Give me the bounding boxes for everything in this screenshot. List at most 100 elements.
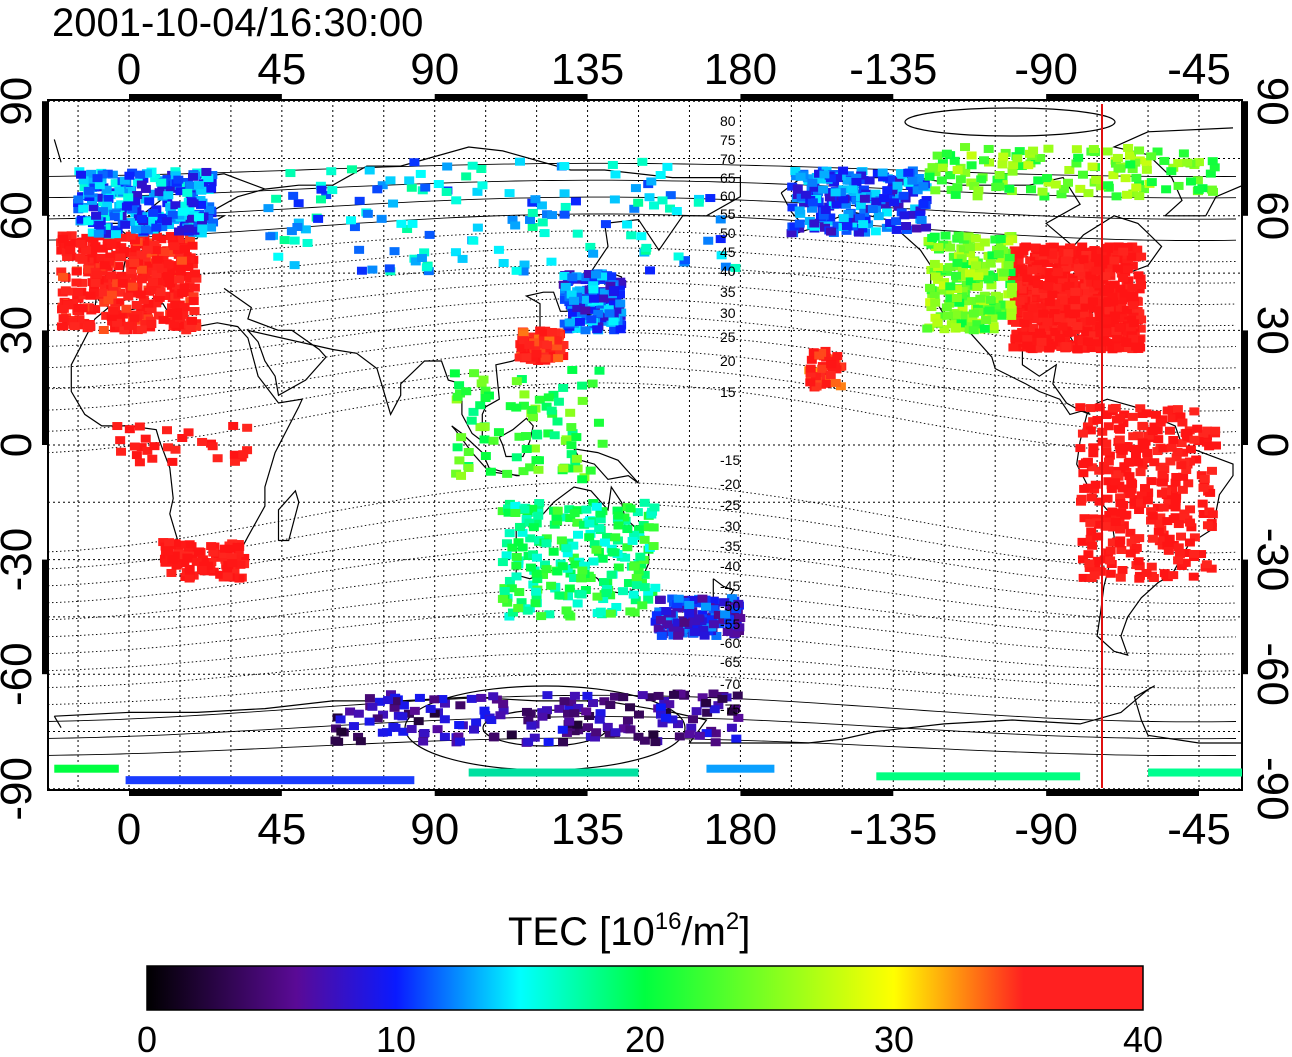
tec-cell bbox=[374, 697, 385, 706]
tec-cell bbox=[560, 436, 571, 445]
mlat-contour bbox=[48, 524, 1237, 588]
tec-cell bbox=[1128, 432, 1139, 441]
tec-cell bbox=[628, 590, 639, 599]
tec-cell bbox=[456, 433, 467, 442]
tec-cell bbox=[1163, 496, 1174, 505]
tec-cell bbox=[531, 587, 542, 596]
tec-cell bbox=[615, 277, 626, 286]
tec-cell bbox=[701, 602, 712, 611]
tec-cell bbox=[518, 267, 529, 276]
tec-cell bbox=[987, 314, 998, 323]
tec-cell bbox=[806, 204, 817, 213]
tec-cell bbox=[978, 156, 989, 165]
tec-cell bbox=[568, 541, 579, 550]
tec-cell bbox=[952, 285, 963, 294]
tec-cell bbox=[808, 348, 819, 357]
tec-cell bbox=[372, 185, 383, 194]
tec-cell bbox=[1134, 562, 1145, 571]
tec-cell bbox=[525, 563, 536, 572]
tec-cell bbox=[425, 704, 436, 713]
tec-cell bbox=[569, 709, 580, 718]
tec-cell bbox=[1128, 189, 1139, 198]
tec-cell bbox=[101, 275, 112, 284]
tec-cell bbox=[954, 298, 965, 307]
tec-cell bbox=[945, 282, 956, 291]
tec-cell bbox=[96, 253, 107, 262]
tec-cell bbox=[1155, 513, 1166, 522]
tec-cell bbox=[239, 553, 250, 562]
tec-cell bbox=[558, 513, 569, 522]
tec-cell bbox=[511, 572, 522, 581]
tec-cell bbox=[140, 240, 151, 249]
tec-cell bbox=[891, 217, 902, 226]
tec-cell bbox=[112, 318, 123, 327]
tec-cell bbox=[646, 177, 657, 186]
tec-cell bbox=[97, 267, 108, 276]
tec-cell bbox=[622, 716, 633, 725]
tec-cell bbox=[973, 272, 984, 281]
tec-cell bbox=[1165, 457, 1176, 466]
tec-cell bbox=[518, 330, 529, 339]
tec-cell bbox=[1091, 175, 1102, 184]
tec-cell bbox=[564, 717, 575, 726]
x-tick-bottom: -90 bbox=[1014, 805, 1078, 854]
mlat-label: 35 bbox=[720, 284, 736, 300]
tec-cell bbox=[628, 562, 639, 571]
tec-cell bbox=[1039, 323, 1050, 332]
tec-region-antarctica-interior bbox=[54, 764, 1242, 785]
tec-cell bbox=[960, 311, 971, 320]
tec-cell bbox=[1070, 296, 1081, 305]
tec-cell bbox=[885, 175, 896, 184]
tec-cell bbox=[1113, 164, 1124, 173]
tec-cell bbox=[558, 341, 569, 350]
tec-cell bbox=[349, 223, 360, 232]
tec-cell bbox=[175, 187, 186, 196]
tec-cell bbox=[634, 525, 645, 534]
tec-cell bbox=[573, 530, 584, 539]
tec-cell bbox=[932, 151, 943, 160]
y-tick-right: 0 bbox=[1248, 433, 1292, 457]
tec-cell bbox=[1107, 507, 1118, 516]
tec-cell bbox=[915, 206, 926, 215]
tec-cell bbox=[668, 623, 679, 632]
tec-cell bbox=[541, 402, 552, 411]
tec-cell bbox=[1114, 539, 1125, 548]
tec-cell bbox=[1130, 444, 1141, 453]
tec-cell bbox=[644, 193, 655, 202]
tec-cell bbox=[661, 708, 672, 717]
tec-cell bbox=[1180, 549, 1191, 558]
tec-cell bbox=[197, 437, 208, 446]
tec-cell bbox=[518, 336, 529, 345]
tec-cell bbox=[734, 623, 745, 632]
tec-cell bbox=[811, 376, 822, 385]
tec-cell bbox=[1085, 271, 1096, 280]
tec-cell bbox=[327, 186, 338, 195]
tec-cell bbox=[439, 732, 450, 741]
tec-cell bbox=[684, 609, 695, 618]
tec-cell bbox=[123, 292, 134, 301]
tec-cell bbox=[629, 530, 640, 539]
tec-cell bbox=[455, 389, 466, 398]
tec-cell bbox=[645, 266, 656, 275]
x-tick-bottom: 90 bbox=[410, 805, 459, 854]
tec-cell bbox=[639, 535, 650, 544]
tec-cell bbox=[184, 214, 195, 223]
tec-cell bbox=[450, 248, 461, 257]
tec-cell bbox=[1057, 278, 1068, 287]
tec-cell bbox=[454, 381, 465, 390]
tec-cell bbox=[720, 262, 731, 271]
tec-cell bbox=[1112, 264, 1123, 273]
tec-cell bbox=[141, 169, 152, 178]
tec-cell bbox=[175, 540, 186, 549]
tec-cell bbox=[945, 243, 956, 252]
tec-cell bbox=[1102, 321, 1113, 330]
tec-cell bbox=[461, 172, 472, 181]
tec-cell bbox=[293, 218, 304, 227]
tec-cell bbox=[165, 232, 176, 241]
tec-cell bbox=[1089, 246, 1100, 255]
tec-cell bbox=[988, 322, 999, 331]
tec-cell bbox=[441, 187, 452, 196]
tec-cell bbox=[1092, 415, 1103, 424]
tec-cell bbox=[235, 560, 246, 569]
tec-cell bbox=[1134, 285, 1145, 294]
